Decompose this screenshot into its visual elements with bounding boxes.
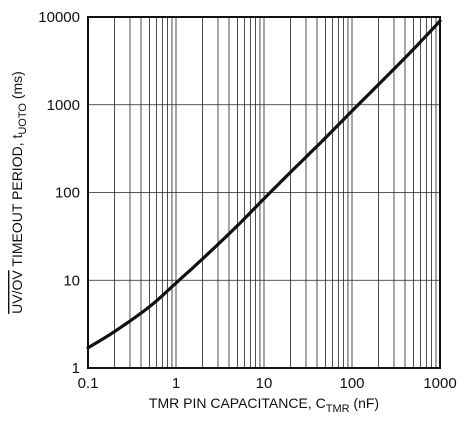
x-tick-label: 0.1 [78, 375, 99, 392]
y-tick-label: 10 [63, 272, 80, 289]
plot-frame [87, 16, 441, 369]
x-tick-label: 100 [339, 375, 364, 392]
y-tick-label: 1000 [47, 97, 80, 114]
y-axis-label-main: TIMEOUT PERIOD, t [9, 135, 25, 271]
x-axis-label-tail: (nF) [350, 395, 380, 411]
x-axis-label: TMR PIN CAPACITANCE, CTMR (nF) [149, 395, 379, 415]
x-tick-label: 1 [172, 375, 180, 392]
y-tick-label: 10000 [38, 9, 80, 26]
grid [87, 17, 440, 368]
y-axis-label-tail: (ms) [9, 71, 25, 103]
x-tick-label: 10 [256, 375, 273, 392]
y-tick-label: 100 [55, 185, 80, 202]
x-tick-label: 1000 [423, 375, 456, 392]
x-axis-label-main: TMR PIN CAPACITANCE, C [149, 395, 326, 411]
x-axis-label-sub: TMR [326, 403, 350, 415]
y-tick-label: 1 [72, 360, 80, 377]
y-axis-label: UV/OV TIMEOUT PERIOD, tUOTO (ms) [9, 71, 29, 314]
y-axis-label-overline: UV/OV [9, 270, 25, 314]
series-line [86, 19, 442, 350]
y-axis-label-sub: UOTO [17, 103, 29, 135]
series-layer [86, 19, 442, 350]
